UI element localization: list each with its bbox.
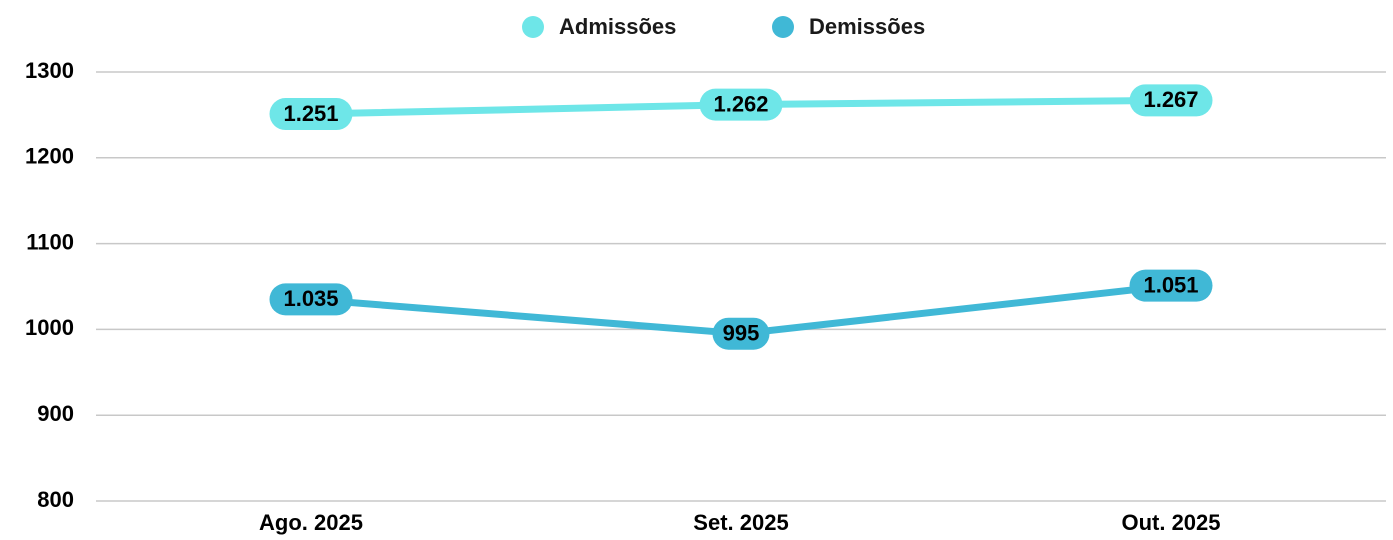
data-point [699,88,783,121]
x-tick-label: Out. 2025 [1121,510,1220,535]
legend-label: Demissões [809,14,925,39]
y-tick-label: 1000 [25,315,74,340]
legend-swatch [522,16,544,38]
y-tick-label: 800 [37,487,74,512]
y-tick-label: 1300 [25,58,74,83]
y-tick-label: 1200 [25,144,74,169]
y-tick-label: 1100 [26,229,74,254]
data-point [712,317,770,350]
data-label: 1.251 [283,101,338,126]
data-point [1129,269,1213,302]
y-tick-label: 900 [37,401,74,426]
data-label: 1.051 [1143,272,1198,297]
data-label: 1.262 [713,91,768,116]
x-tick-label: Ago. 2025 [259,510,363,535]
data-point [269,98,353,131]
data-point [269,283,353,316]
data-point [1129,84,1213,117]
data-label: 1.267 [1143,87,1198,112]
legend-label: Admissões [559,14,676,39]
x-tick-label: Set. 2025 [693,510,788,535]
data-label: 995 [723,321,760,346]
legend-swatch [772,16,794,38]
data-label: 1.035 [283,286,338,311]
